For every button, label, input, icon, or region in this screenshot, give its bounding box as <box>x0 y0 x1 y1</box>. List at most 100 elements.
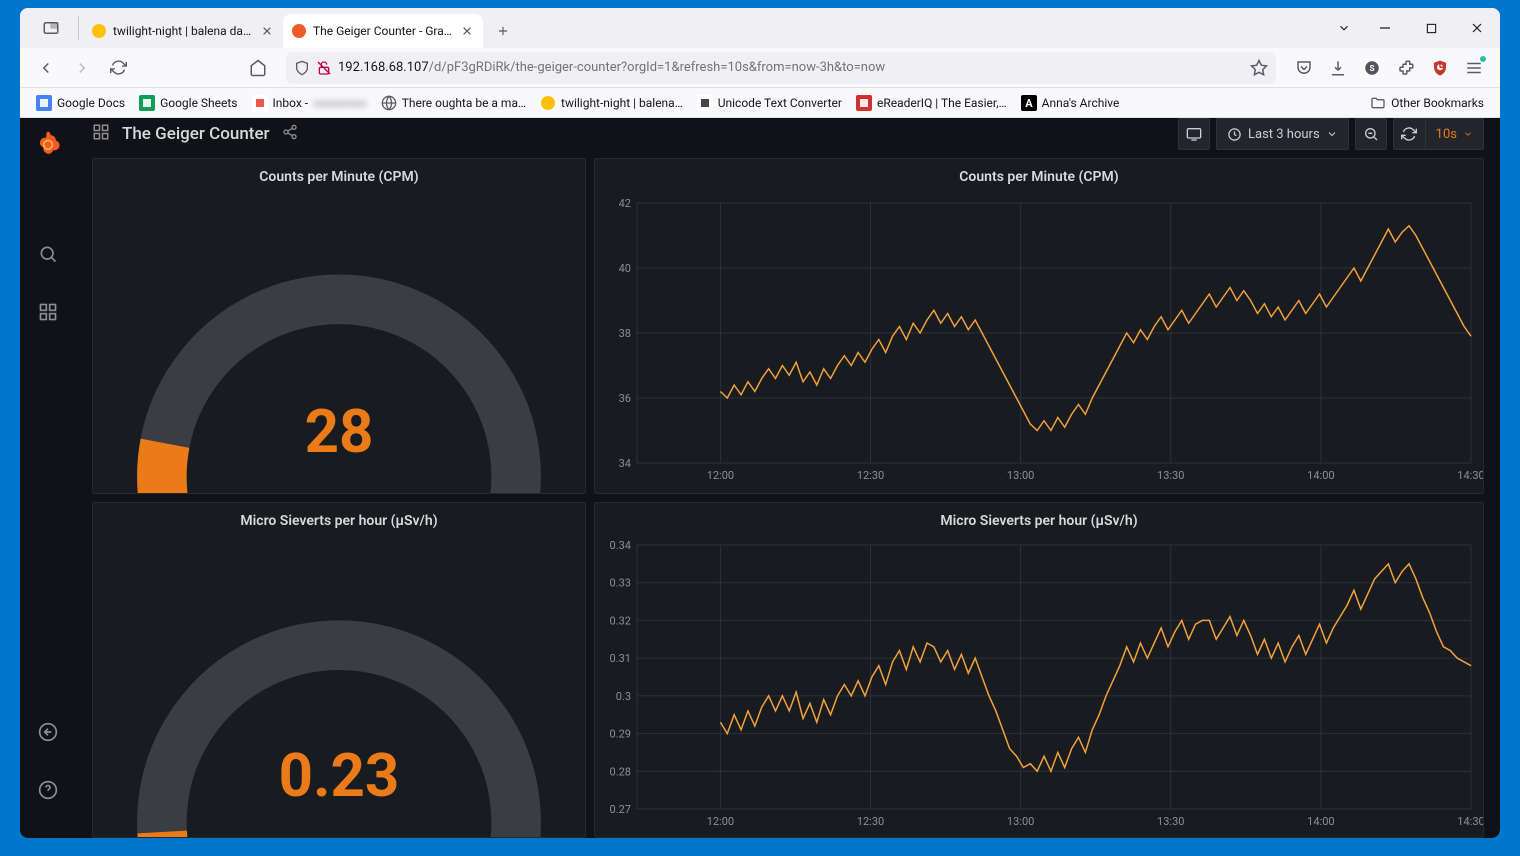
home-button[interactable] <box>242 52 274 84</box>
svg-text:40: 40 <box>619 262 631 275</box>
bookmark-label: Inbox - <box>273 96 309 110</box>
svg-text:36: 36 <box>619 392 631 405</box>
svg-text:0.29: 0.29 <box>610 728 631 741</box>
browser-tab[interactable]: twilight-night | balena dashbo <box>83 14 283 48</box>
other-bookmarks-button[interactable]: Other Bookmarks <box>1364 91 1490 115</box>
grafana-panels: Counts per Minute (CPM) 28 Counts per Mi… <box>76 150 1500 838</box>
tab-favicon <box>91 23 107 39</box>
time-range-picker[interactable]: Last 3 hours <box>1216 118 1349 150</box>
svg-text:14:30: 14:30 <box>1457 469 1483 482</box>
svg-text:14:30: 14:30 <box>1457 815 1483 828</box>
panel-title: Micro Sieverts per hour (µSv/h) <box>93 503 585 535</box>
svg-text:42: 42 <box>619 197 631 210</box>
panel-cpm-chart: Counts per Minute (CPM) 343638404212:001… <box>594 158 1484 494</box>
sidebar-help-button[interactable] <box>28 770 68 810</box>
svg-text:0.28: 0.28 <box>610 765 631 778</box>
zoom-out-button[interactable] <box>1355 118 1387 150</box>
svg-text:12:30: 12:30 <box>857 815 884 828</box>
account-button[interactable]: S <box>1356 52 1388 84</box>
gauge-value: 28 <box>305 396 374 467</box>
panel-title: Counts per Minute (CPM) <box>93 159 585 191</box>
refresh-interval-picker[interactable]: 10s <box>1425 118 1484 150</box>
panel-usv-gauge: Micro Sieverts per hour (µSv/h) 0.23 <box>92 502 586 838</box>
url-text: 192.168.68.107/d/pF3gRDiRk/the-geiger-co… <box>338 60 885 75</box>
tv-mode-button[interactable] <box>1178 118 1210 150</box>
panel-cpm-gauge: Counts per Minute (CPM) 28 <box>92 158 586 494</box>
svg-text:13:30: 13:30 <box>1157 469 1184 482</box>
svg-text:13:00: 13:00 <box>1007 815 1034 828</box>
extensions-button[interactable] <box>1390 52 1422 84</box>
pocket-button[interactable] <box>1288 52 1320 84</box>
downloads-button[interactable] <box>1322 52 1354 84</box>
browser-tab[interactable]: The Geiger Counter - Grafana <box>283 14 483 48</box>
forward-button[interactable] <box>66 52 98 84</box>
reload-button[interactable] <box>102 52 134 84</box>
tab-close-button[interactable] <box>459 23 475 39</box>
chart-usv: 0.270.280.290.30.310.320.330.3412:0012:3… <box>595 535 1483 837</box>
sidebar-dashboards-button[interactable] <box>28 292 68 332</box>
panel-usv-chart: Micro Sieverts per hour (µSv/h) 0.27 0.28… <box>594 502 1484 838</box>
share-button[interactable] <box>282 124 298 144</box>
sidebar-search-button[interactable] <box>28 234 68 274</box>
app-menu-button[interactable] <box>1458 52 1490 84</box>
bookmark-item[interactable]: Unicode Text Converter <box>691 91 848 115</box>
bookmarks-bar: Google Docs Google SheetsInbox - xxxxxxxx… <box>20 88 1500 118</box>
chart-cpm: 343638404212:0012:3013:0013:3014:0014:30 <box>595 191 1483 493</box>
svg-text:14:00: 14:00 <box>1307 469 1334 482</box>
ublock-button[interactable] <box>1424 52 1456 84</box>
time-range-label: Last 3 hours <box>1248 127 1320 142</box>
browser-window: twilight-night | balena dashbo The Geige… <box>20 8 1500 838</box>
svg-text:A: A <box>1025 97 1033 110</box>
bookmark-item[interactable]: Google Sheets <box>133 91 243 115</box>
back-button[interactable] <box>30 52 62 84</box>
svg-text:38: 38 <box>619 327 631 340</box>
dashboards-crumb-icon[interactable] <box>92 123 110 145</box>
svg-text:13:30: 13:30 <box>1157 815 1184 828</box>
window-controls <box>1326 8 1500 48</box>
grafana-topbar: The Geiger Counter Last 3 hours 10s <box>76 118 1500 150</box>
sidebar-signin-button[interactable] <box>28 712 68 752</box>
maximize-button[interactable] <box>1408 8 1454 48</box>
divider <box>78 16 79 40</box>
bookmark-label: There oughta be a ma… <box>402 96 526 110</box>
new-tab-button[interactable] <box>489 17 517 45</box>
bookmark-item[interactable]: twilight-night | balena… <box>534 91 689 115</box>
svg-text:0.32: 0.32 <box>610 614 631 627</box>
grafana-main: The Geiger Counter Last 3 hours 10s <box>76 118 1500 838</box>
bookmark-item[interactable]: There oughta be a ma… <box>375 91 532 115</box>
bookmark-label: Unicode Text Converter <box>718 96 842 110</box>
tabs-dropdown-button[interactable] <box>1326 8 1362 48</box>
close-button[interactable] <box>1454 8 1500 48</box>
bookmark-label: twilight-night | balena… <box>561 96 683 110</box>
tab-close-button[interactable] <box>259 23 275 39</box>
bookmark-label: Google Docs <box>57 96 125 110</box>
toolbar: 192.168.68.107/d/pF3gRDiRk/the-geiger-co… <box>20 48 1500 88</box>
bookmark-item[interactable]: AAnna's Archive <box>1015 91 1126 115</box>
svg-text:14:00: 14:00 <box>1307 815 1334 828</box>
svg-text:12:00: 12:00 <box>707 815 734 828</box>
recent-tabs-icon[interactable] <box>34 11 68 45</box>
svg-text:0.3: 0.3 <box>616 690 631 703</box>
bookmark-item[interactable]: eReaderIQ | The Easier,… <box>850 91 1013 115</box>
svg-text:34: 34 <box>619 457 631 470</box>
shield-icon <box>294 60 310 76</box>
svg-text:0.31: 0.31 <box>610 652 631 665</box>
minimize-button[interactable] <box>1362 8 1408 48</box>
bookmark-star-icon[interactable] <box>1250 59 1268 77</box>
gauge-value: 0.23 <box>279 740 400 811</box>
bookmark-label: eReaderIQ | The Easier,… <box>877 96 1007 110</box>
svg-text:0.33: 0.33 <box>610 577 631 590</box>
refresh-interval-label: 10s <box>1436 127 1457 142</box>
panel-title: Micro Sieverts per hour (µSv/h) <box>595 503 1483 535</box>
refresh-button[interactable] <box>1393 118 1425 150</box>
tab-strip: twilight-night | balena dashbo The Geige… <box>20 8 1500 48</box>
bookmark-item[interactable]: Inbox - xxxxxxxxx <box>246 91 373 115</box>
svg-text:0.27: 0.27 <box>610 803 631 816</box>
grafana-logo-icon[interactable] <box>34 130 62 158</box>
svg-text:12:30: 12:30 <box>857 469 884 482</box>
bookmark-item[interactable]: Google Docs <box>30 91 131 115</box>
svg-text:12:00: 12:00 <box>707 469 734 482</box>
url-bar[interactable]: 192.168.68.107/d/pF3gRDiRk/the-geiger-co… <box>286 52 1276 84</box>
insecure-lock-icon <box>316 60 332 76</box>
grafana-sidebar <box>20 118 76 838</box>
